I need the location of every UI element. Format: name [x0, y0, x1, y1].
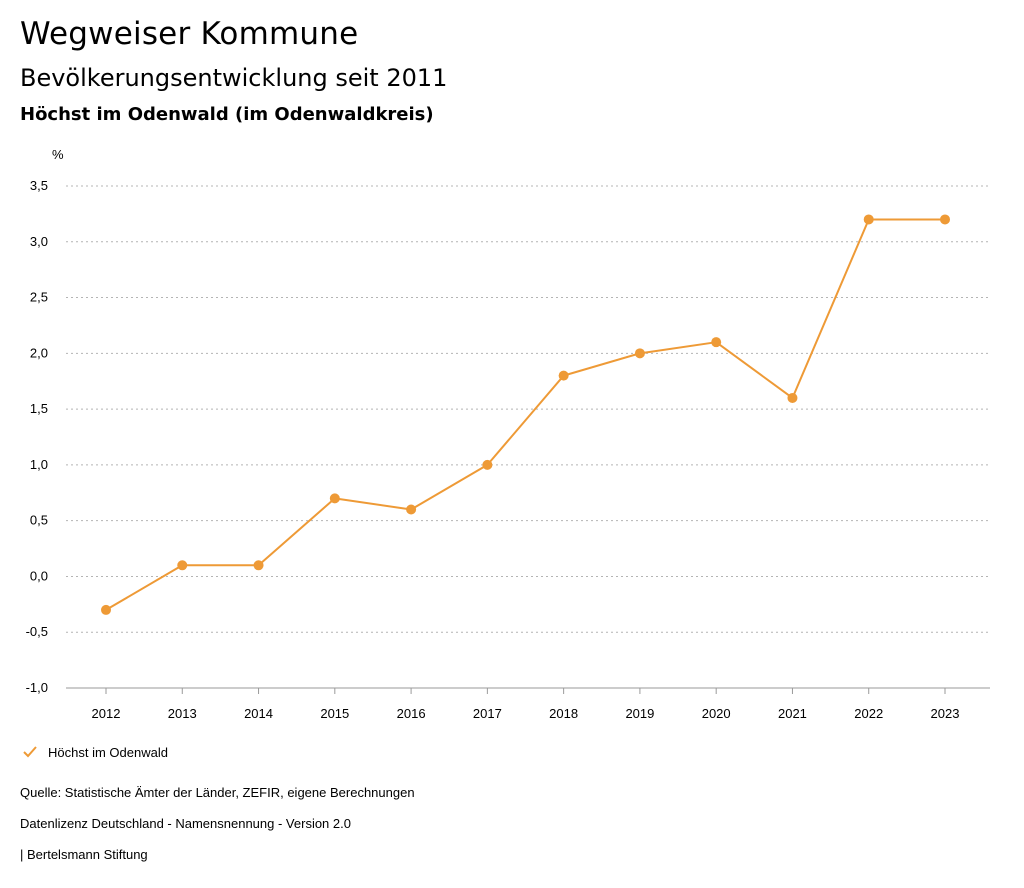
- x-tick-label: 2013: [168, 706, 197, 721]
- data-point: [482, 459, 493, 470]
- x-tick-label: 2015: [320, 706, 349, 721]
- legend-check-icon: [23, 746, 37, 758]
- x-tick-label: 2018: [549, 706, 578, 721]
- legend-label: Höchst im Odenwald: [48, 744, 168, 760]
- x-tick-label: 2022: [854, 706, 883, 721]
- y-tick-label: 2,5: [30, 290, 48, 305]
- data-point: [863, 214, 874, 225]
- chart-subtitle: Bevölkerungsentwicklung seit 2011: [20, 64, 448, 92]
- x-tick-label: 2017: [473, 706, 502, 721]
- data-point: [940, 214, 950, 225]
- data-point: [558, 370, 569, 381]
- data-point: [101, 604, 111, 615]
- x-tick-label: 2023: [931, 706, 960, 721]
- data-point: [634, 348, 645, 359]
- y-tick-label: -1,0: [26, 680, 48, 695]
- y-tick-label: 1,0: [30, 457, 48, 472]
- x-tick-label: 2020: [702, 706, 731, 721]
- page-title: Wegweiser Kommune: [20, 16, 359, 52]
- y-tick-label: 1,5: [30, 401, 48, 416]
- x-tick-label: 2019: [625, 706, 654, 721]
- license-note: Datenlizenz Deutschland - Namensnennung …: [20, 816, 351, 831]
- x-axis: 2012 2013 2014 2015 2016 2017 2018 2019 2020 2021…: [66, 687, 990, 721]
- y-tick-label: 3,0: [30, 234, 48, 249]
- series-line: [105, 218, 945, 611]
- series-layer: [101, 214, 950, 615]
- x-tick-label: 2016: [397, 706, 426, 721]
- y-tick-label: -0,5: [26, 624, 48, 639]
- data-point: [329, 493, 340, 504]
- data-point: [787, 392, 798, 403]
- y-tick-label: 3,5: [30, 178, 48, 193]
- y-tick-label: 0,5: [30, 513, 48, 528]
- data-point: [406, 504, 417, 515]
- y-tick-label: 0,0: [30, 568, 48, 583]
- x-tick-label: 2012: [92, 706, 121, 721]
- source-note: Quelle: Statistische Ämter der Länder, Z…: [20, 785, 415, 800]
- x-tick-label: 2014: [244, 706, 273, 721]
- publisher-note: | Bertelsmann Stiftung: [20, 847, 148, 862]
- region-label: Höchst im Odenwald (im Odenwaldkreis): [20, 104, 434, 125]
- x-tick-label: 2021: [778, 706, 807, 721]
- data-point: [711, 337, 722, 348]
- data-point: [253, 560, 264, 571]
- chart-legend: Höchst im Odenwald: [22, 744, 168, 760]
- y-axis-unit-label: %: [52, 147, 64, 162]
- data-point: [177, 560, 188, 571]
- y-axis-tick-labels: -1,0 -0,5 0,0 0,5 1,0 1,5 2,0 2,5 3,0 3,5: [26, 178, 48, 695]
- y-tick-label: 2,0: [30, 345, 48, 360]
